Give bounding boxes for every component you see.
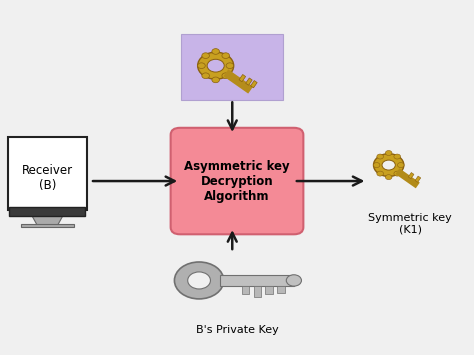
Circle shape bbox=[394, 171, 401, 176]
FancyBboxPatch shape bbox=[8, 137, 87, 211]
Circle shape bbox=[286, 275, 301, 286]
Polygon shape bbox=[415, 176, 421, 182]
Text: B's Private Key: B's Private Key bbox=[196, 325, 278, 335]
Polygon shape bbox=[239, 75, 246, 82]
Circle shape bbox=[374, 163, 380, 168]
Circle shape bbox=[394, 154, 401, 159]
Polygon shape bbox=[408, 173, 414, 179]
Circle shape bbox=[377, 171, 383, 176]
Circle shape bbox=[207, 59, 224, 72]
Circle shape bbox=[212, 77, 219, 83]
Circle shape bbox=[202, 53, 210, 59]
Circle shape bbox=[188, 272, 210, 289]
Circle shape bbox=[198, 52, 234, 79]
Circle shape bbox=[385, 151, 392, 155]
FancyBboxPatch shape bbox=[181, 34, 283, 100]
Polygon shape bbox=[246, 78, 252, 85]
Text: Symmetric key
(K1): Symmetric key (K1) bbox=[368, 213, 452, 234]
Polygon shape bbox=[265, 286, 273, 294]
Circle shape bbox=[222, 73, 229, 78]
FancyBboxPatch shape bbox=[171, 128, 303, 234]
Circle shape bbox=[202, 73, 210, 78]
Circle shape bbox=[174, 262, 224, 299]
Circle shape bbox=[222, 53, 229, 59]
Circle shape bbox=[226, 63, 234, 69]
Polygon shape bbox=[220, 275, 294, 286]
Polygon shape bbox=[277, 286, 285, 293]
FancyBboxPatch shape bbox=[21, 224, 74, 227]
FancyBboxPatch shape bbox=[9, 207, 85, 216]
Polygon shape bbox=[242, 286, 249, 294]
Circle shape bbox=[397, 163, 404, 168]
Polygon shape bbox=[254, 286, 261, 297]
Circle shape bbox=[385, 175, 392, 180]
Circle shape bbox=[382, 160, 395, 170]
Polygon shape bbox=[32, 216, 63, 227]
Polygon shape bbox=[251, 81, 257, 88]
Circle shape bbox=[198, 63, 205, 69]
Circle shape bbox=[374, 154, 404, 176]
Text: Receiver
(B): Receiver (B) bbox=[22, 164, 73, 191]
Circle shape bbox=[377, 154, 383, 159]
Text: Asymmetric key
Decryption
Algorithm: Asymmetric key Decryption Algorithm bbox=[184, 159, 290, 203]
Circle shape bbox=[212, 49, 219, 54]
